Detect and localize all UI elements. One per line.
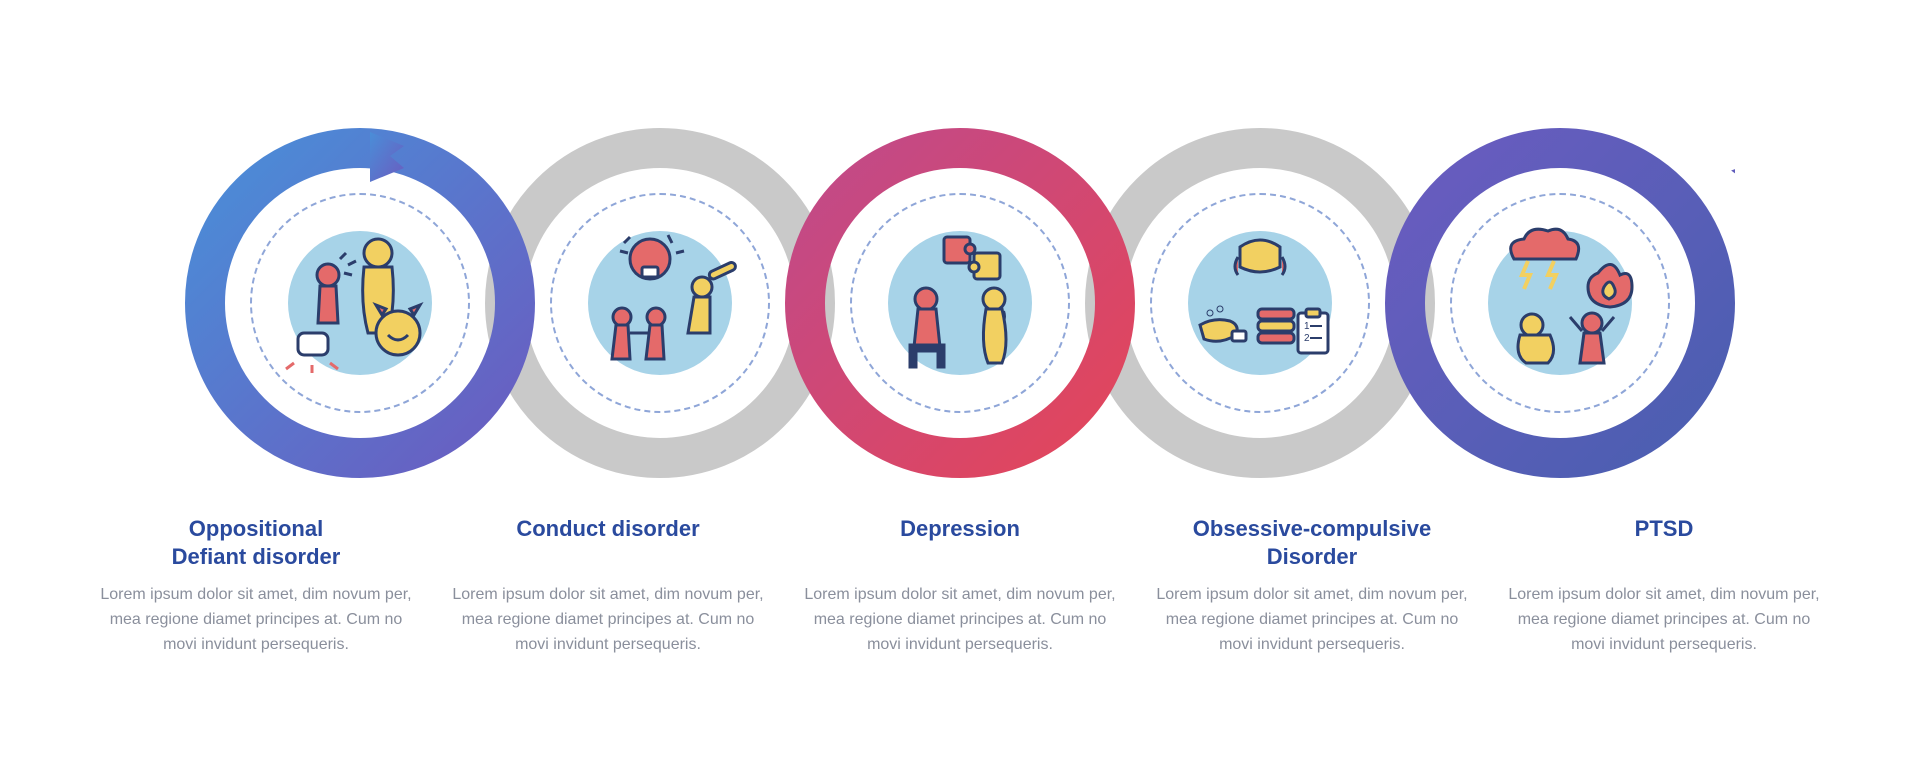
- conduct-icon: [570, 213, 750, 393]
- labels-row: Oppositional Defiant disorder Lorem ipsu…: [80, 515, 1840, 657]
- title-ptsd: PTSD: [1504, 515, 1824, 571]
- title-oppositional-defiant: Oppositional Defiant disorder: [96, 515, 416, 571]
- label-oppositional-defiant: Oppositional Defiant disorder Lorem ipsu…: [96, 515, 416, 657]
- body-oppositional-defiant: Lorem ipsum dolor sit amet, dim novum pe…: [96, 583, 416, 657]
- icon-disc-conduct-disorder: [550, 193, 770, 413]
- ring-depression: [785, 128, 1135, 478]
- title-ocd: Obsessive-compulsive Disorder: [1152, 515, 1472, 571]
- title-conduct-disorder: Conduct disorder: [448, 515, 768, 571]
- disorders-infographic: 1 2: [80, 113, 1840, 657]
- body-conduct-disorder: Lorem ipsum dolor sit amet, dim novum pe…: [448, 583, 768, 657]
- icon-disc-ocd: 1 2: [1150, 193, 1370, 413]
- icon-disc-ptsd: [1450, 193, 1670, 413]
- ring-oppositional-defiant: [185, 128, 535, 478]
- ring-conduct-disorder: [485, 128, 835, 478]
- ring-ocd: 1 2: [1085, 128, 1435, 478]
- ring-ptsd: [1385, 128, 1735, 478]
- label-depression: Depression Lorem ipsum dolor sit amet, d…: [800, 515, 1120, 657]
- body-ocd: Lorem ipsum dolor sit amet, dim novum pe…: [1152, 583, 1472, 657]
- label-ocd: Obsessive-compulsive Disorder Lorem ipsu…: [1152, 515, 1472, 657]
- body-depression: Lorem ipsum dolor sit amet, dim novum pe…: [800, 583, 1120, 657]
- rings-row: 1 2: [80, 113, 1840, 493]
- depression-icon: [870, 213, 1050, 393]
- svg-text:1: 1: [1304, 321, 1310, 332]
- icon-disc-depression: [850, 193, 1070, 413]
- label-ptsd: PTSD Lorem ipsum dolor sit amet, dim nov…: [1504, 515, 1824, 657]
- ocd-icon: 1 2: [1170, 213, 1350, 393]
- title-depression: Depression: [800, 515, 1120, 571]
- label-conduct-disorder: Conduct disorder Lorem ipsum dolor sit a…: [448, 515, 768, 657]
- body-ptsd: Lorem ipsum dolor sit amet, dim novum pe…: [1504, 583, 1824, 657]
- ptsd-icon: [1470, 213, 1650, 393]
- icon-disc-oppositional-defiant: [250, 193, 470, 413]
- svg-text:2: 2: [1304, 333, 1310, 344]
- odd-icon: [270, 213, 450, 393]
